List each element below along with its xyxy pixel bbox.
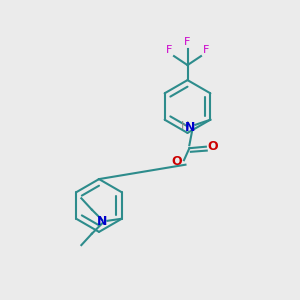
Text: F: F bbox=[202, 45, 209, 55]
Text: F: F bbox=[166, 45, 172, 55]
Text: O: O bbox=[207, 140, 218, 153]
Text: N: N bbox=[97, 215, 107, 228]
Text: O: O bbox=[172, 155, 182, 168]
Text: N: N bbox=[184, 121, 195, 134]
Text: H: H bbox=[181, 121, 189, 131]
Text: F: F bbox=[184, 37, 191, 47]
